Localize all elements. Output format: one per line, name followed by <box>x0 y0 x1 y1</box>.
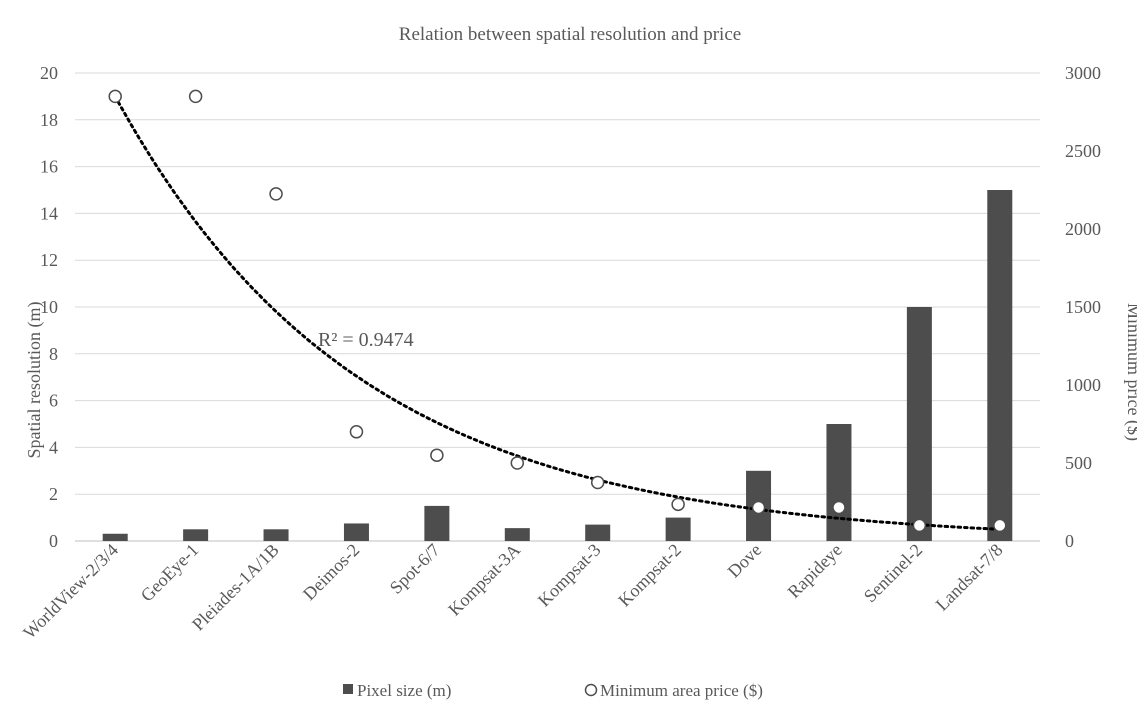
y-tick-label: 0 <box>49 531 58 551</box>
scatter-point <box>751 500 766 515</box>
right-axis-ticks: 0 500 1000 1500 2000 2500 3000 <box>1065 63 1101 551</box>
y2-tick-label: 1500 <box>1065 297 1101 317</box>
bar <box>585 524 611 541</box>
bar <box>263 529 289 541</box>
y-tick-label: 14 <box>40 203 58 223</box>
x-tick-label: Dove <box>724 540 766 582</box>
bar <box>826 424 852 541</box>
x-tick-label: GeoEye-1 <box>137 540 203 606</box>
scatter-point <box>430 448 444 462</box>
bar <box>906 307 932 541</box>
y-tick-label: 6 <box>49 391 58 411</box>
legend-bar-swatch <box>343 684 353 694</box>
legend: Pixel size (m) Minimum area price ($) <box>343 681 763 700</box>
x-tick-label: Sentinel-2 <box>860 540 926 606</box>
x-tick-label: Rapideye <box>784 540 846 602</box>
scatter-point <box>188 89 203 104</box>
y-tick-label: 2 <box>49 484 58 504</box>
scatter-series <box>108 89 1007 533</box>
y-tick-label: 12 <box>40 250 58 270</box>
scatter-point <box>590 475 605 490</box>
scatter-point <box>671 497 685 512</box>
y2-axis-label: Minimum price ($) <box>1123 303 1137 441</box>
bar <box>424 505 450 541</box>
scatter-point <box>349 425 364 439</box>
x-tick-label: Kompsat-2 <box>614 540 685 611</box>
trendline <box>113 94 1002 531</box>
scatter-point <box>269 187 283 201</box>
scatter-point <box>510 456 525 470</box>
bar <box>343 523 369 541</box>
x-tick-label: Kompsat-3 <box>534 540 605 611</box>
x-tick-label: WorldView-2/3/4 <box>19 540 122 643</box>
y2-tick-label: 3000 <box>1065 63 1101 83</box>
chart-title: Relation between spatial resolution and … <box>399 24 741 45</box>
legend-scatter-label: Minimum area price ($) <box>600 681 763 700</box>
left-axis-ticks: 0 2 4 6 8 10 12 14 16 18 20 <box>40 63 58 551</box>
y-tick-label: 20 <box>40 63 58 83</box>
y2-tick-label: 500 <box>1065 453 1092 473</box>
y-tick-label: 16 <box>40 157 58 177</box>
legend-bar-label: Pixel size (m) <box>357 681 451 700</box>
bar <box>183 529 209 541</box>
y-tick-label: 8 <box>49 344 58 364</box>
scatter-point <box>993 518 1007 533</box>
x-tick-label: Spot-6/7 <box>386 540 444 598</box>
y-axis-label: Spatial resolution (m) <box>24 302 45 459</box>
bar <box>987 190 1013 541</box>
gridlines <box>75 72 1040 542</box>
scatter-point <box>832 500 846 515</box>
scatter-point <box>108 89 122 104</box>
bar <box>504 528 530 541</box>
x-tick-label: Kompsat-3A <box>444 540 524 620</box>
bar <box>102 533 128 541</box>
scatter-point <box>912 518 927 533</box>
trendline-r2-label: R² = 0.9474 <box>318 329 414 351</box>
x-tick-label: Landsat-7/8 <box>932 540 1007 615</box>
y-tick-label: 4 <box>49 437 58 457</box>
y-tick-label: 10 <box>40 297 58 317</box>
x-tick-label: Deimos-2 <box>299 540 363 604</box>
bar <box>665 517 691 541</box>
y2-tick-label: 2500 <box>1065 141 1101 161</box>
y2-tick-label: 0 <box>1065 531 1074 551</box>
bar-series <box>102 190 1013 541</box>
legend-scatter-swatch <box>584 683 598 697</box>
y2-tick-label: 1000 <box>1065 375 1101 395</box>
y-tick-label: 18 <box>40 110 58 130</box>
y2-tick-label: 2000 <box>1065 219 1101 239</box>
